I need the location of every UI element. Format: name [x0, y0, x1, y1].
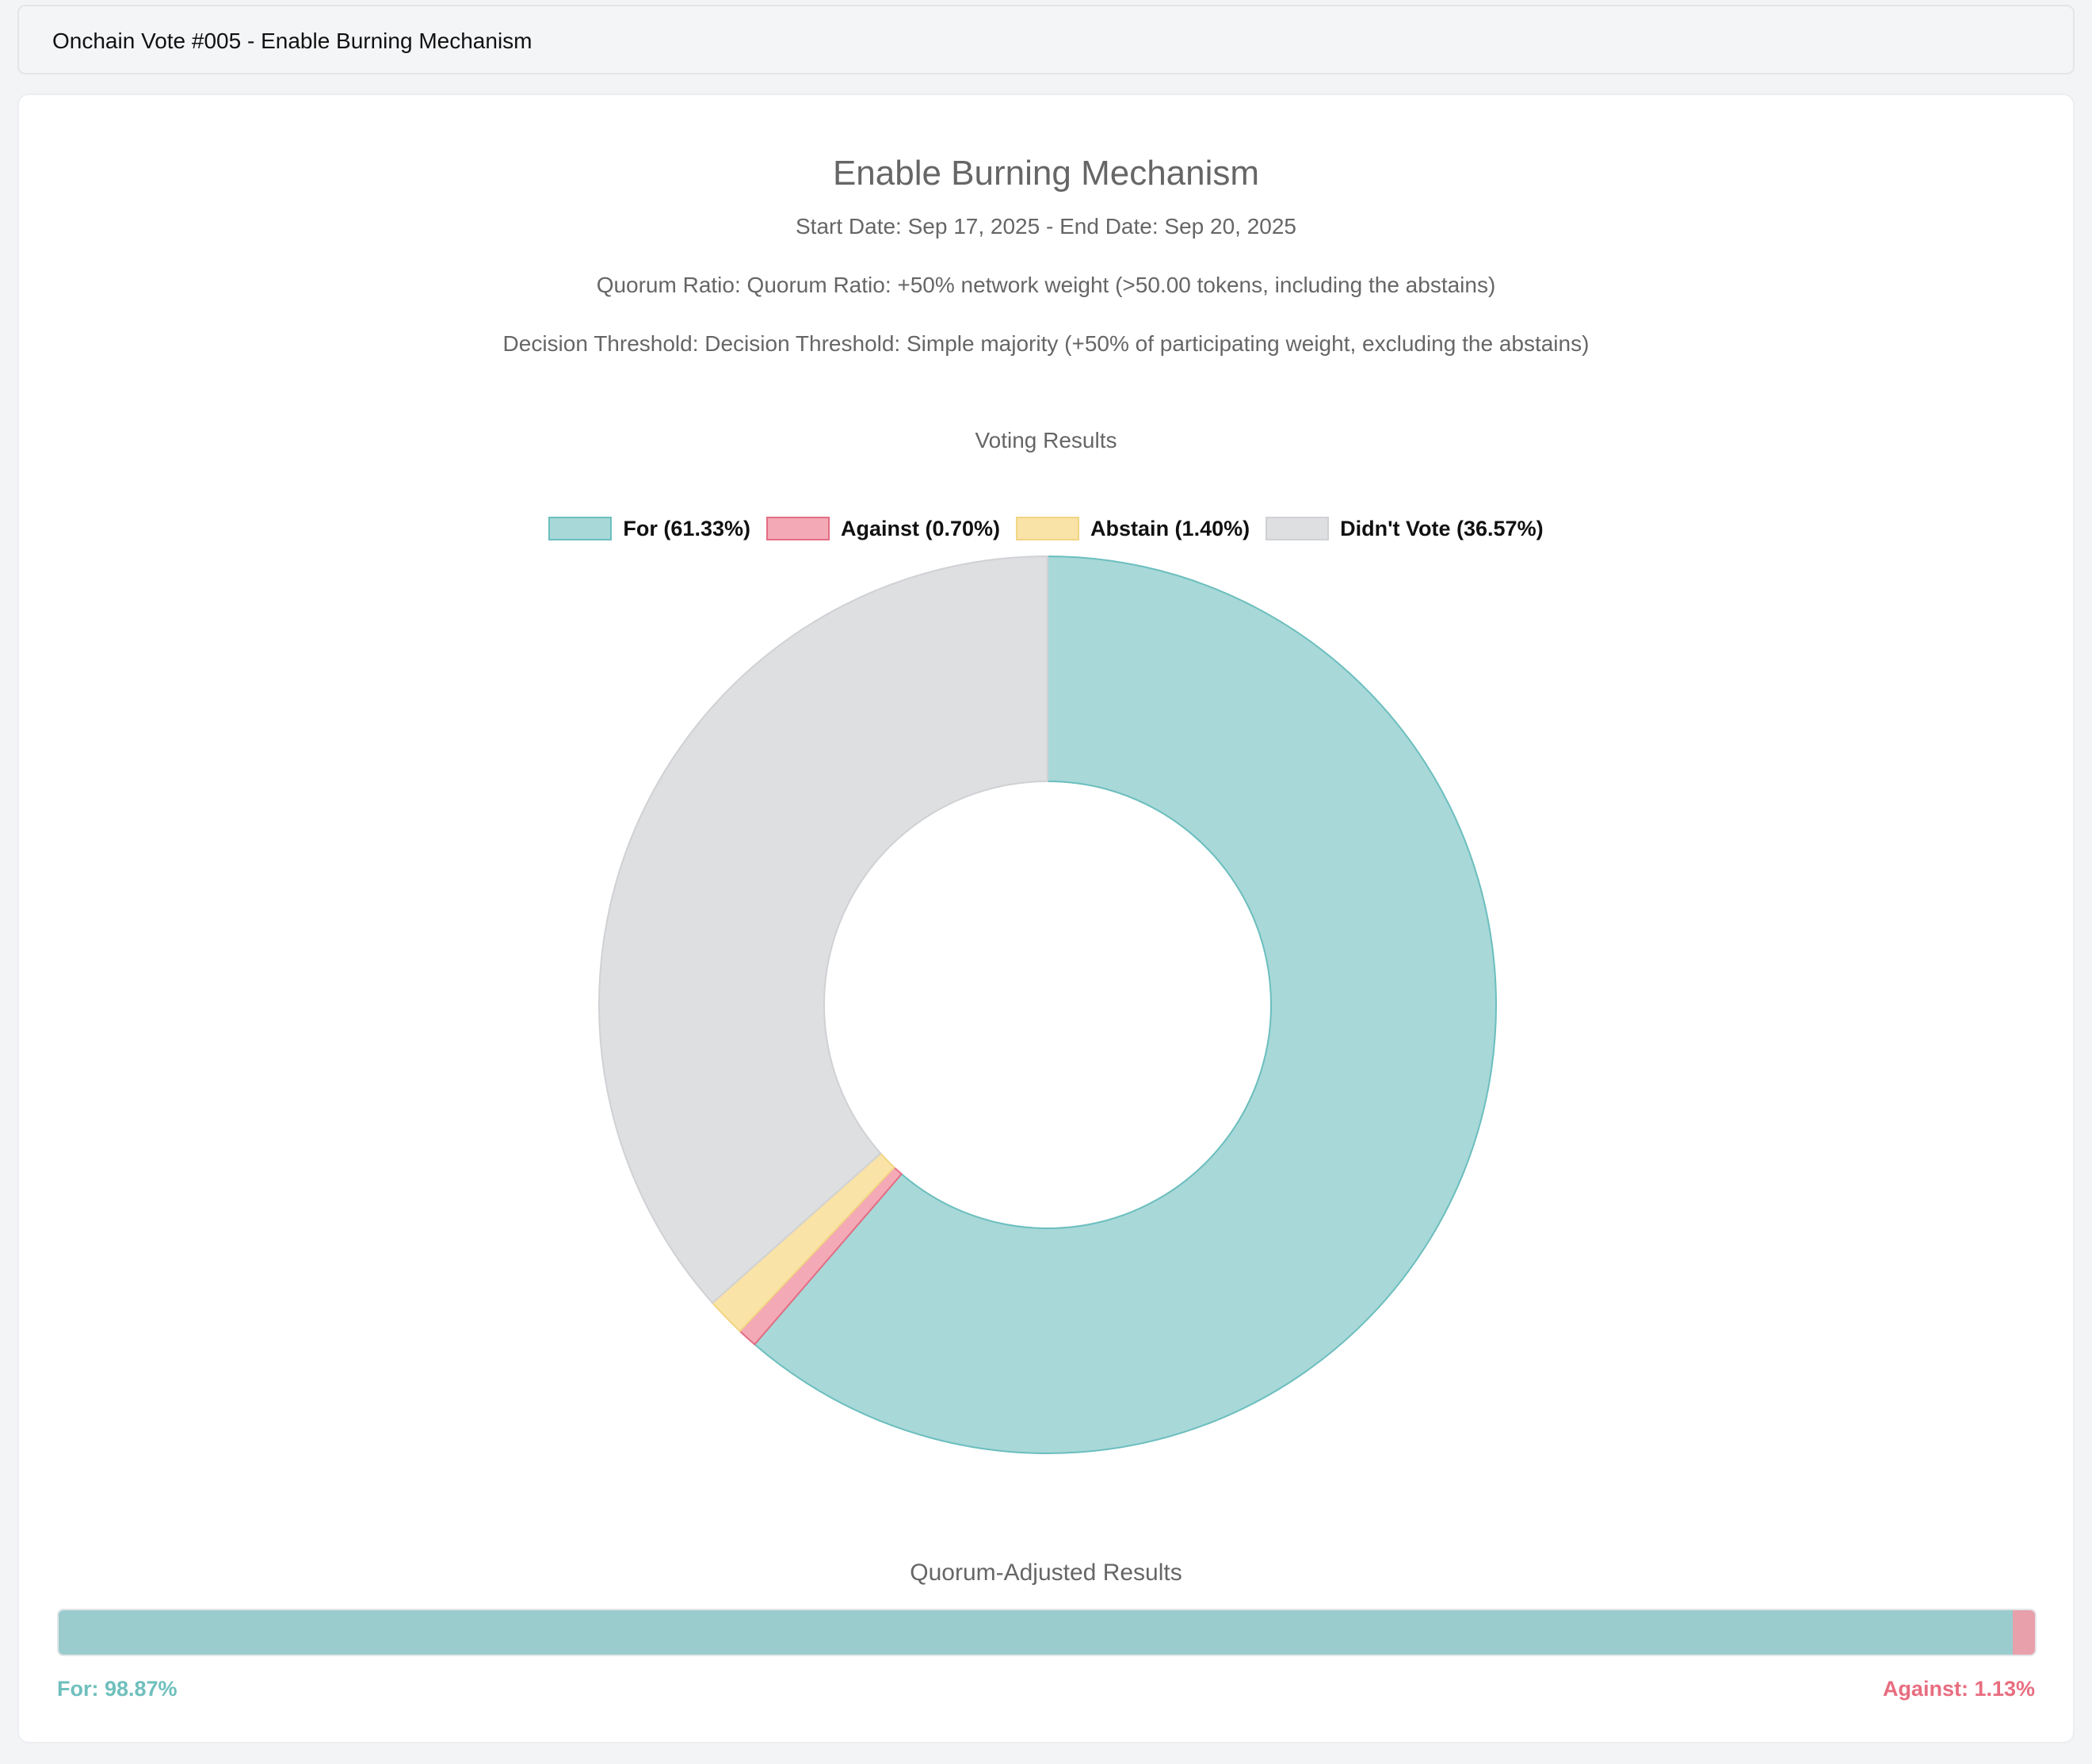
proposal-dates: Start Date: Sep 17, 2025 - End Date: Sep…: [796, 214, 1296, 239]
legend-label: Abstain (1.40%): [1090, 516, 1250, 540]
chart-legend: For (61.33%) Against (0.70%) Abstain (1.40…: [19, 515, 2073, 542]
proposal-title: Enable Burning Mechanism: [832, 154, 1260, 193]
voting-results-title: Voting Results: [975, 428, 1117, 452]
legend-item-abstain[interactable]: Abstain (1.40%): [1016, 517, 1250, 541]
legend-item-for[interactable]: For (61.33%): [548, 517, 750, 541]
legend-label: For (61.33%): [623, 516, 750, 540]
header-title: Onchain Vote #005 - Enable Burning Mecha…: [52, 29, 533, 53]
legend-swatch: [548, 517, 613, 540]
legend-swatch: [1016, 517, 1080, 540]
quorum-bar-for-segment: [59, 1610, 2013, 1655]
quorum-adjusted-title: Quorum-Adjusted Results: [910, 1560, 1182, 1586]
quorum-for-label: For: 98.87%: [57, 1677, 178, 1701]
legend-swatch: [765, 517, 830, 540]
legend-label: Against (0.70%): [840, 516, 1001, 540]
quorum-ratio-text: Quorum Ratio: Quorum Ratio: +50% network…: [596, 273, 1496, 297]
results-card: Enable Burning Mechanism Start Date: Sep…: [17, 94, 2075, 1743]
decision-threshold-text: Decision Threshold: Decision Threshold: …: [502, 331, 1590, 356]
voting-results-donut-chart: [598, 555, 1497, 1454]
legend-item-didn-t-vote[interactable]: Didn't Vote (36.57%): [1266, 516, 1544, 541]
quorum-adjusted-bar: [57, 1609, 2037, 1656]
quorum-bar-against-segment: [2012, 1610, 2035, 1655]
legend-label: Didn't Vote (36.57%): [1340, 516, 1544, 540]
header-bar: Onchain Vote #005 - Enable Burning Mecha…: [17, 5, 2075, 74]
quorum-against-label: Against: 1.13%: [1882, 1677, 2035, 1701]
legend-item-against[interactable]: Against (0.70%): [765, 516, 1001, 541]
legend-swatch: [1266, 517, 1330, 540]
donut-slice-didn-t-vote[interactable]: [598, 555, 1048, 1304]
donut-slice-for[interactable]: [753, 555, 1497, 1454]
